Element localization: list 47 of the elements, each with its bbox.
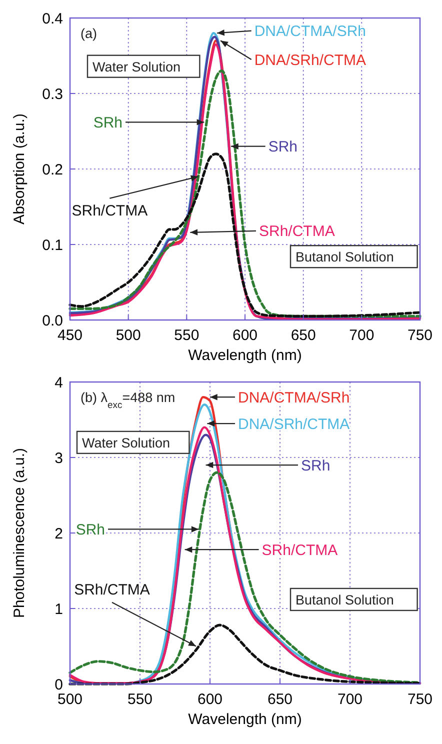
series-label: SRh/CTMA bbox=[262, 542, 338, 559]
x-tick-label: 500 bbox=[116, 327, 141, 344]
series-label: SRh/CTMA bbox=[72, 202, 148, 220]
y-axis-title: Photoluminescence (a.u.) bbox=[11, 448, 28, 618]
y-tick-label: 1 bbox=[54, 600, 63, 618]
y-tick-label: 0.1 bbox=[42, 236, 63, 254]
x-tick-label: 700 bbox=[349, 327, 374, 344]
y-tick-label: 0 bbox=[54, 676, 63, 694]
x-tick-label: 450 bbox=[57, 327, 83, 344]
x-tick-label: 650 bbox=[267, 691, 293, 708]
text: SRh bbox=[301, 457, 330, 474]
line-series bbox=[68, 152, 422, 318]
y-tick-label: 4 bbox=[54, 374, 63, 392]
line-series bbox=[68, 624, 422, 686]
x-tick-label: 750 bbox=[407, 691, 433, 708]
x-tick-label: 550 bbox=[127, 691, 153, 708]
annotation: Butanol Solution bbox=[296, 592, 394, 608]
series-label: DNA/SRh/CTMA bbox=[238, 416, 350, 433]
x-tick-label: 750 bbox=[407, 327, 433, 344]
annotation: Water Solution bbox=[82, 435, 170, 450]
x-tick-label: 600 bbox=[232, 327, 258, 344]
text: SRh bbox=[268, 138, 298, 156]
text: SRh bbox=[76, 521, 105, 538]
x-tick-label: 500 bbox=[57, 691, 83, 708]
annotation: (b) λ$_{exc}$=488 nm bbox=[80, 390, 176, 411]
x-tick-label: 650 bbox=[290, 327, 316, 344]
text: DNA/CTMA/SRh bbox=[254, 23, 366, 40]
y-tick-label: 0.3 bbox=[42, 86, 63, 103]
y-tick-label: 0.2 bbox=[42, 161, 63, 178]
y-axis-title: Absorption (a.u.) bbox=[11, 114, 28, 224]
y-tick-label: 3 bbox=[54, 450, 63, 467]
series-label: SRh/CTMA bbox=[259, 223, 335, 240]
y-tick-label: 2 bbox=[54, 525, 63, 542]
y-tick-label: 0.4 bbox=[42, 10, 63, 28]
annotation: Water Solution bbox=[92, 59, 181, 74]
annotation: (a) bbox=[80, 26, 97, 42]
text: SRh bbox=[93, 114, 122, 132]
text: SRh/CTMA bbox=[74, 582, 150, 599]
x-tick-label: 550 bbox=[174, 327, 200, 344]
x-axis-title: Wavelength (nm) bbox=[188, 711, 302, 728]
x-axis-title: Wavelength (nm) bbox=[188, 347, 302, 364]
y-tick-label: 0.0 bbox=[42, 312, 63, 330]
series-label: DNA/CTMA/SRh bbox=[238, 389, 350, 406]
x-tick-label: 600 bbox=[197, 691, 223, 708]
annotation: Butanol Solution bbox=[296, 250, 394, 265]
text: DNA/SRh/CTMA bbox=[254, 52, 366, 69]
x-tick-label: 700 bbox=[337, 691, 363, 708]
